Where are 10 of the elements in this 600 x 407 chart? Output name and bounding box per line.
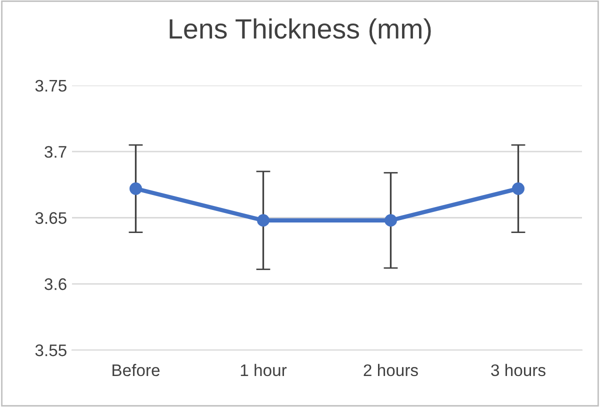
- y-tick-label: 3.75: [35, 80, 66, 92]
- y-tick-label: 3.55: [35, 344, 66, 356]
- x-tick-label: 1 hour: [240, 364, 287, 376]
- y-tick-label: 3.7: [44, 146, 66, 158]
- chart-title: Lens Thickness (mm): [170, 18, 431, 44]
- x-tick-label: 2 hours: [364, 364, 418, 376]
- y-tick-label: 3.6: [44, 278, 66, 290]
- y-tick-label: 3.65: [35, 212, 66, 224]
- x-tick-label: 3 hours: [491, 364, 546, 376]
- x-tick-label: Before: [112, 364, 160, 376]
